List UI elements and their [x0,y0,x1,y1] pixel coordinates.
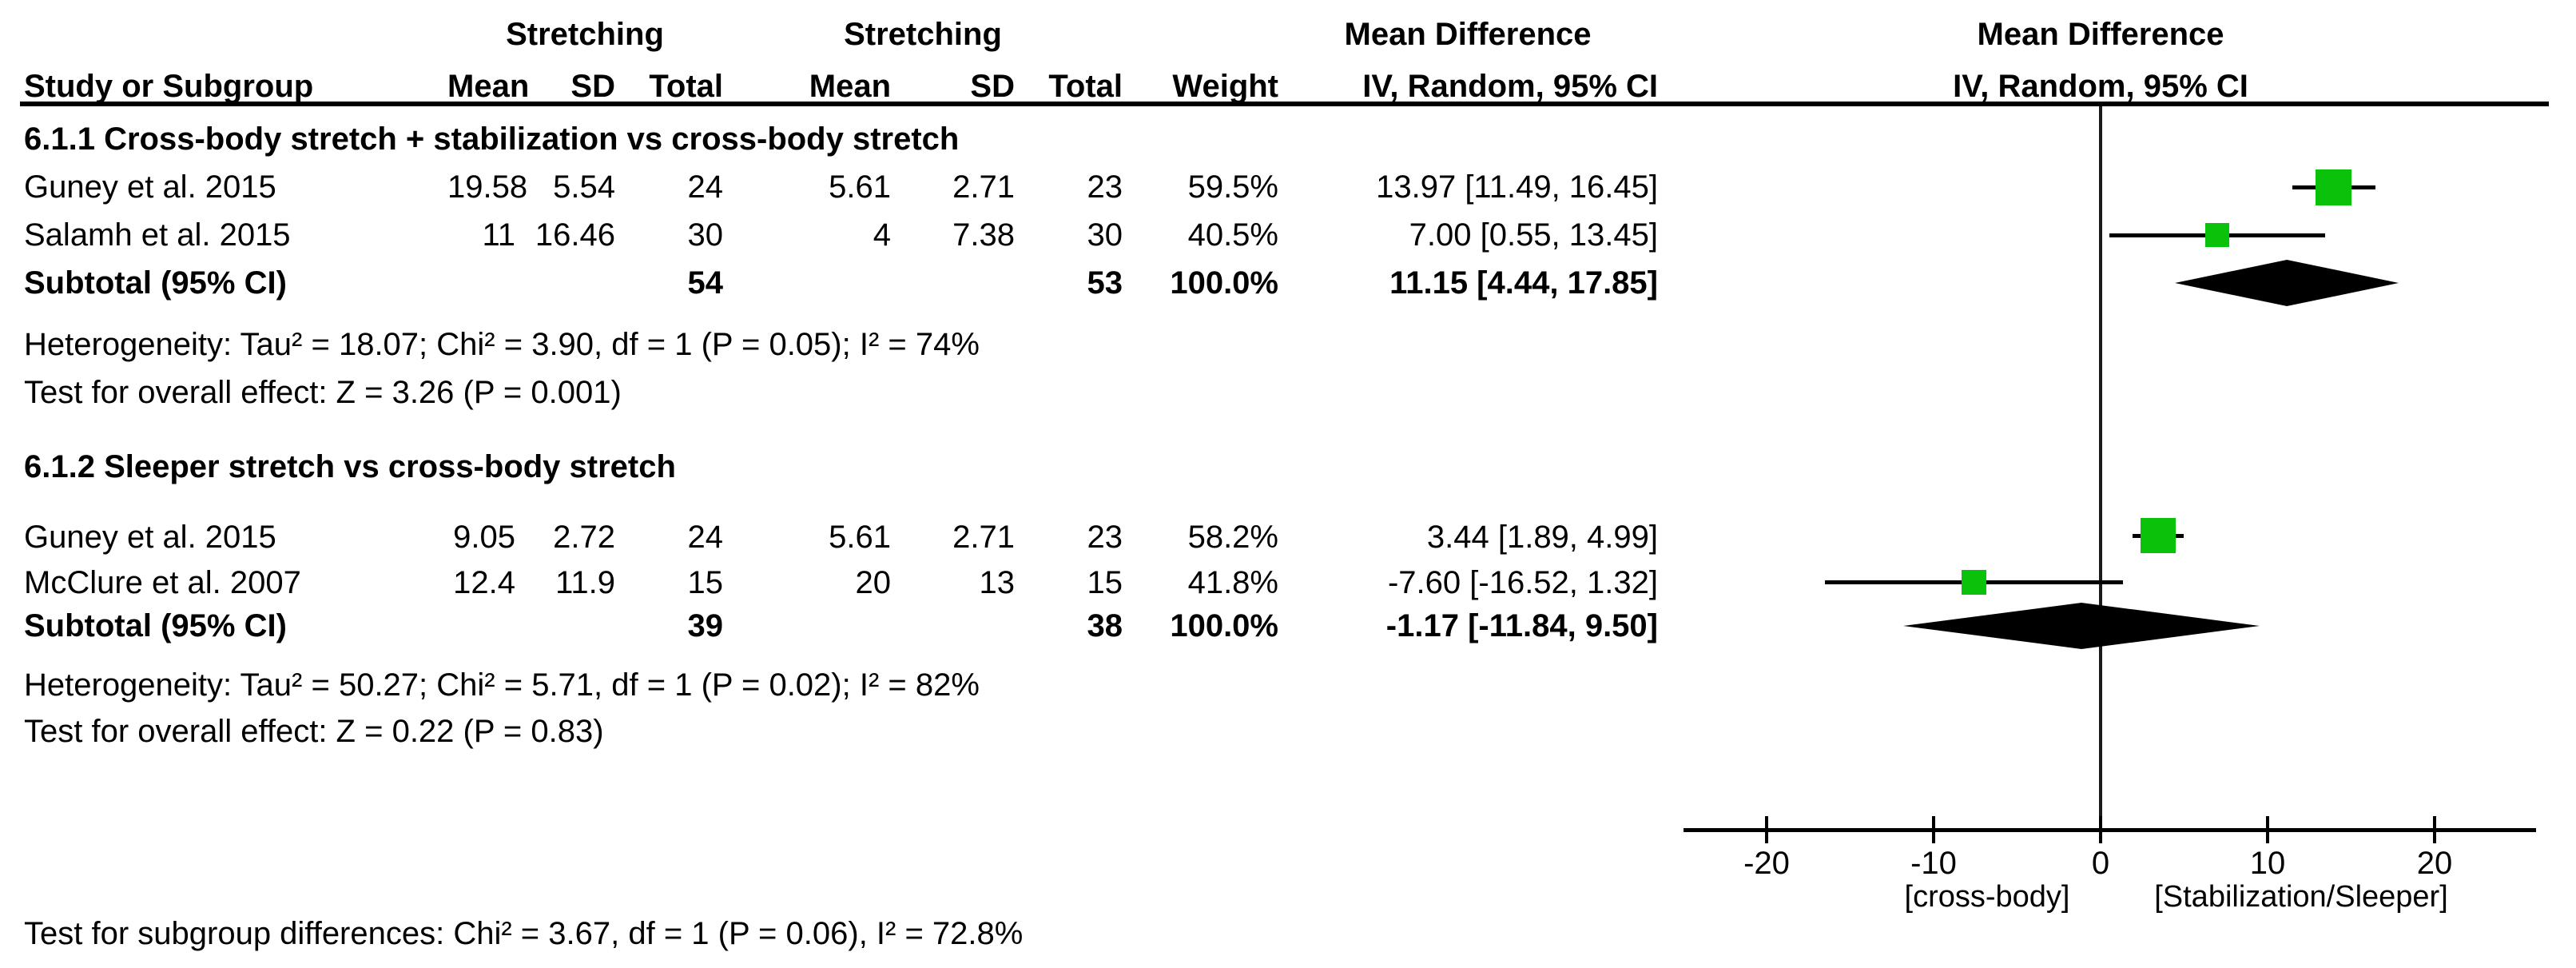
group2-header: Stretching [844,17,1002,52]
subgroup-title: 6.1.2 Sleeper stretch vs cross-body stre… [24,449,676,484]
col-total1: Total [649,69,723,104]
total1-cell: 15 [687,565,724,600]
overall-effect-line: Test for overall effect: Z = 0.22 (P = 0… [24,714,604,749]
mean1-cell: 9.05 [453,520,515,555]
axis-right-label: [Stabilization/Sleeper] [2154,880,2448,914]
total2-cell: 15 [1087,565,1123,600]
axis-tick [2433,816,2436,843]
sd2-cell: 7.38 [952,217,1015,253]
subtotal-row: Subtotal (95% CI) 54 53 100.0% 11.15 [4.… [24,264,1658,302]
study-name: Guney et al. 2015 [24,520,276,555]
subtotal-ci: -1.17 [-11.84, 9.50] [1385,608,1658,643]
effect-square [2140,518,2176,553]
sd1-cell: 16.46 [535,217,615,253]
axis-tick [1932,816,1935,843]
axis-tick-label: 0 [2091,846,2110,881]
study-name: Salamh et al. 2015 [24,217,291,253]
header-rule [20,102,2549,106]
weight-cell: 41.8% [1187,565,1278,600]
col-sd2: SD [970,69,1015,104]
subtotal-weight: 100.0% [1170,608,1278,643]
col-weight: Weight [1172,69,1278,104]
md-column-header: Mean Difference [1344,17,1592,52]
axis-left-label: [cross-body] [1904,880,2070,914]
subtotal-total2: 38 [1087,608,1123,643]
mean2-cell: 5.61 [829,169,891,205]
weight-cell: 40.5% [1187,217,1278,253]
subtotal-weight: 100.0% [1170,265,1278,301]
sd2-cell: 13 [979,565,1016,600]
sd1-cell: 5.54 [553,169,615,205]
study-name: Guney et al. 2015 [24,169,276,205]
sd1-cell: 11.9 [555,565,615,600]
col-mean1: Mean [447,69,530,104]
total2-cell: 23 [1087,169,1123,205]
axis-tick-label: -10 [1910,846,1957,881]
subtotal-label: Subtotal (95% CI) [24,265,287,301]
table-row: McClure et al. 2007 12.4 11.9 15 20 13 1… [24,564,1658,602]
study-name: McClure et al. 2007 [24,565,301,600]
table-row: Guney et al. 2015 19.58 5.54 24 5.61 2.7… [24,168,1658,206]
subtotal-total1: 39 [687,608,724,643]
mean2-cell: 4 [873,217,891,253]
table-row: Guney et al. 2015 9.05 2.72 24 5.61 2.71… [24,518,1658,556]
total2-cell: 23 [1087,520,1123,555]
axis-tick [1765,816,1768,843]
ci-cell: -7.60 [-16.52, 1.32] [1387,565,1658,600]
group1-header: Stretching [506,17,664,52]
effect-square [2205,223,2230,247]
axis-tick-label: 20 [2416,846,2453,881]
sd1-cell: 2.72 [553,520,615,555]
subtotal-total2: 53 [1087,265,1123,301]
col-study: Study or Subgroup [24,69,314,104]
heterogeneity-line: Heterogeneity: Tau² = 18.07; Chi² = 3.90… [24,327,980,362]
total1-cell: 24 [687,169,724,205]
x-axis-line [1684,828,2536,832]
subtotal-label: Subtotal (95% CI) [24,608,287,643]
subtotal-row: Subtotal (95% CI) 39 38 100.0% -1.17 [-1… [24,607,1658,645]
table-row: Salamh et al. 2015 11 16.46 30 4 7.38 30… [24,216,1658,254]
col-ci: IV, Random, 95% CI [1362,69,1658,104]
subgroup-title: 6.1.1 Cross-body stretch + stabilization… [24,121,960,157]
sd2-cell: 2.71 [952,169,1015,205]
weight-cell: 59.5% [1187,169,1278,205]
sd2-cell: 2.71 [952,520,1015,555]
mean2-cell: 20 [855,565,892,600]
axis-tick [2099,816,2102,843]
subtotal-ci: 11.15 [4.44, 17.85] [1389,265,1658,301]
mean2-cell: 5.61 [829,520,891,555]
col-sd1: SD [570,69,615,104]
col-total2: Total [1048,69,1123,104]
zero-line [2099,106,2102,830]
axis-tick-label: 10 [2249,846,2286,881]
subtotal-diamond [2174,260,2399,306]
axis-tick [2266,816,2269,843]
plot-md-header: Mean Difference [1977,17,2224,52]
col-mean2: Mean [809,69,891,104]
mean1-cell: 19.58 [447,169,528,205]
subgroup-differences-line: Test for subgroup differences: Chi² = 3.… [24,916,1024,951]
subtotal-total1: 54 [687,265,724,301]
heterogeneity-line: Heterogeneity: Tau² = 50.27; Chi² = 5.71… [24,667,980,703]
mean1-cell: 12.4 [453,565,515,600]
total1-cell: 30 [687,217,724,253]
effect-square [2316,169,2352,205]
subtotal-diamond [1902,603,2260,649]
plot-ci-header: IV, Random, 95% CI [1953,69,2248,104]
ci-cell: 13.97 [11.49, 16.45] [1376,169,1658,205]
column-header-row: Study or Subgroup Mean SD Total Mean SD … [24,67,1658,106]
ci-cell: 7.00 [0.55, 13.45] [1409,217,1658,253]
mean1-cell: 11 [482,217,515,253]
axis-tick-label: -20 [1743,846,1790,881]
weight-cell: 58.2% [1187,520,1278,555]
overall-effect-line: Test for overall effect: Z = 3.26 (P = 0… [24,375,622,410]
ci-cell: 3.44 [1.89, 4.99] [1426,520,1658,555]
total1-cell: 24 [687,520,724,555]
effect-square [1961,569,1986,595]
total2-cell: 30 [1087,217,1123,253]
